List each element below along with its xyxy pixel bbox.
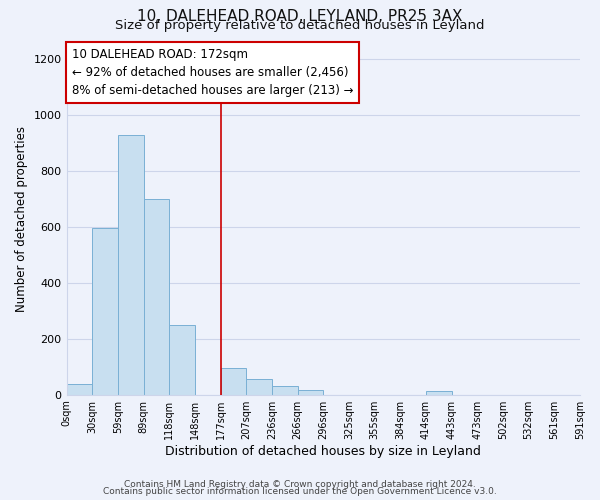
- Bar: [298, 390, 323, 394]
- Bar: [118, 134, 143, 394]
- X-axis label: Distribution of detached houses by size in Leyland: Distribution of detached houses by size …: [166, 444, 481, 458]
- Bar: [246, 380, 272, 394]
- Bar: [92, 228, 118, 394]
- Text: Contains public sector information licensed under the Open Government Licence v3: Contains public sector information licen…: [103, 487, 497, 496]
- Bar: [143, 199, 169, 394]
- Bar: [426, 392, 452, 394]
- Text: Size of property relative to detached houses in Leyland: Size of property relative to detached ho…: [115, 19, 485, 32]
- Bar: [169, 326, 195, 394]
- Y-axis label: Number of detached properties: Number of detached properties: [15, 126, 28, 312]
- Bar: [67, 384, 92, 394]
- Bar: [272, 386, 298, 394]
- Text: 10, DALEHEAD ROAD, LEYLAND, PR25 3AX: 10, DALEHEAD ROAD, LEYLAND, PR25 3AX: [137, 9, 463, 24]
- Text: 10 DALEHEAD ROAD: 172sqm
← 92% of detached houses are smaller (2,456)
8% of semi: 10 DALEHEAD ROAD: 172sqm ← 92% of detach…: [71, 48, 353, 97]
- Bar: [221, 368, 246, 394]
- Text: Contains HM Land Registry data © Crown copyright and database right 2024.: Contains HM Land Registry data © Crown c…: [124, 480, 476, 489]
